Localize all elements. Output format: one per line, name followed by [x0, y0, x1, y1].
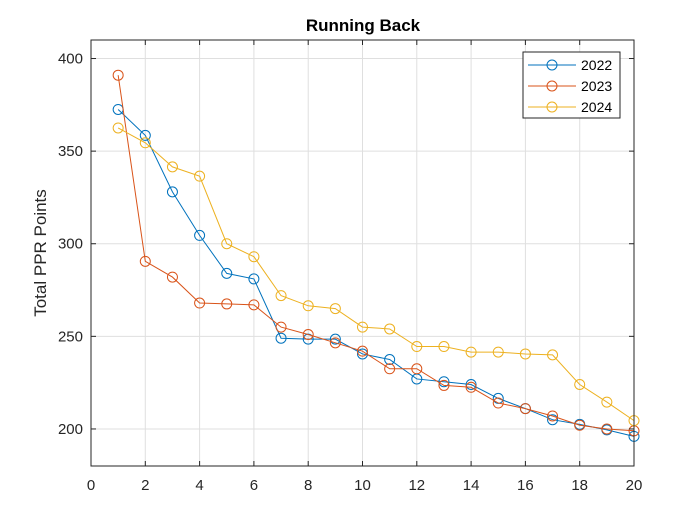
- tick-marks: [90, 40, 635, 466]
- data-point: [194, 229, 206, 241]
- data-point: [492, 346, 504, 358]
- y-tick-label: 200: [58, 421, 83, 438]
- legend-entry-2022: 2022: [528, 57, 612, 73]
- legend-entry-2023: 2023: [528, 78, 612, 94]
- data-point: [112, 69, 124, 81]
- y-tick-label: 400: [58, 51, 83, 68]
- data-point: [519, 403, 531, 415]
- x-tick-labels: 0 2 4 6 8 10 12 14 16 18 20: [87, 477, 643, 494]
- data-point: [547, 410, 559, 422]
- x-tick-label: 20: [626, 477, 643, 494]
- data-point: [329, 333, 341, 345]
- data-point: [519, 348, 531, 360]
- data-point: [384, 363, 396, 375]
- legend-label: 2024: [581, 99, 612, 115]
- data-point: [411, 363, 423, 375]
- data-point: [329, 303, 341, 315]
- data-point: [601, 396, 613, 408]
- data-point: [302, 300, 314, 312]
- legend-entry-2024: 2024: [528, 99, 612, 115]
- x-tick-label: 2: [141, 477, 149, 494]
- x-tick-label: 16: [517, 477, 534, 494]
- x-tick-label: 12: [408, 477, 425, 494]
- x-tick-label: 8: [304, 477, 312, 494]
- data-point: [384, 354, 396, 365]
- data-point: [465, 379, 477, 391]
- legend-marker: [546, 101, 558, 113]
- data-point: [275, 321, 287, 333]
- data-point: [601, 423, 613, 435]
- data-point: [547, 414, 559, 426]
- data-point: [221, 267, 233, 279]
- data-point: [166, 161, 178, 173]
- x-tick-label: 14: [463, 477, 480, 494]
- data-point: [384, 323, 396, 335]
- data-point: [194, 297, 206, 309]
- series-2024: [112, 122, 640, 427]
- data-point: [465, 346, 477, 358]
- legend-items: 2022 2023 2024: [528, 57, 612, 115]
- data-point: [221, 298, 233, 310]
- data-point: [438, 341, 450, 353]
- data-point: [248, 251, 260, 263]
- legend-label: 2023: [581, 78, 612, 94]
- x-tick-label: 10: [354, 477, 371, 494]
- x-tick-label: 0: [87, 477, 95, 494]
- data-point: [329, 337, 341, 349]
- data-point: [166, 186, 178, 198]
- data-point: [411, 341, 423, 353]
- series-layer: [112, 69, 640, 442]
- data-point: [574, 379, 586, 391]
- series-2023: [112, 69, 640, 437]
- data-point: [357, 345, 368, 357]
- data-point: [438, 379, 450, 391]
- data-point: [275, 290, 287, 302]
- y-tick-label: 250: [58, 328, 83, 345]
- data-point: [248, 273, 260, 285]
- data-point: [139, 129, 151, 141]
- y-tick-labels: 200 250 300 350 400: [58, 51, 83, 438]
- legend-marker: [546, 59, 558, 71]
- data-point: [139, 137, 151, 149]
- data-point: [221, 238, 233, 250]
- data-point: [438, 376, 450, 388]
- data-point: [275, 332, 287, 344]
- data-point: [574, 419, 586, 431]
- legend-marker: [546, 80, 558, 92]
- legend: 2022 2023 2024: [522, 51, 621, 119]
- data-point: [547, 349, 559, 361]
- x-tick-label: 18: [571, 477, 588, 494]
- y-tick-label: 350: [58, 143, 83, 160]
- data-point: [166, 271, 178, 283]
- x-tick-label: 4: [195, 477, 203, 494]
- legend-label: 2022: [581, 57, 612, 73]
- y-tick-label: 300: [58, 236, 83, 253]
- y-axis-label: Total PPR Points: [31, 189, 50, 317]
- data-point: [465, 381, 477, 393]
- data-point: [357, 321, 368, 333]
- data-point: [139, 255, 151, 267]
- data-point: [302, 328, 314, 340]
- data-point: [112, 122, 124, 134]
- chart-title: Running Back: [306, 16, 421, 35]
- data-point: [492, 397, 504, 409]
- data-point: [194, 170, 206, 182]
- x-tick-label: 6: [250, 477, 258, 494]
- data-point: [248, 299, 260, 311]
- grid-lines: [91, 40, 634, 466]
